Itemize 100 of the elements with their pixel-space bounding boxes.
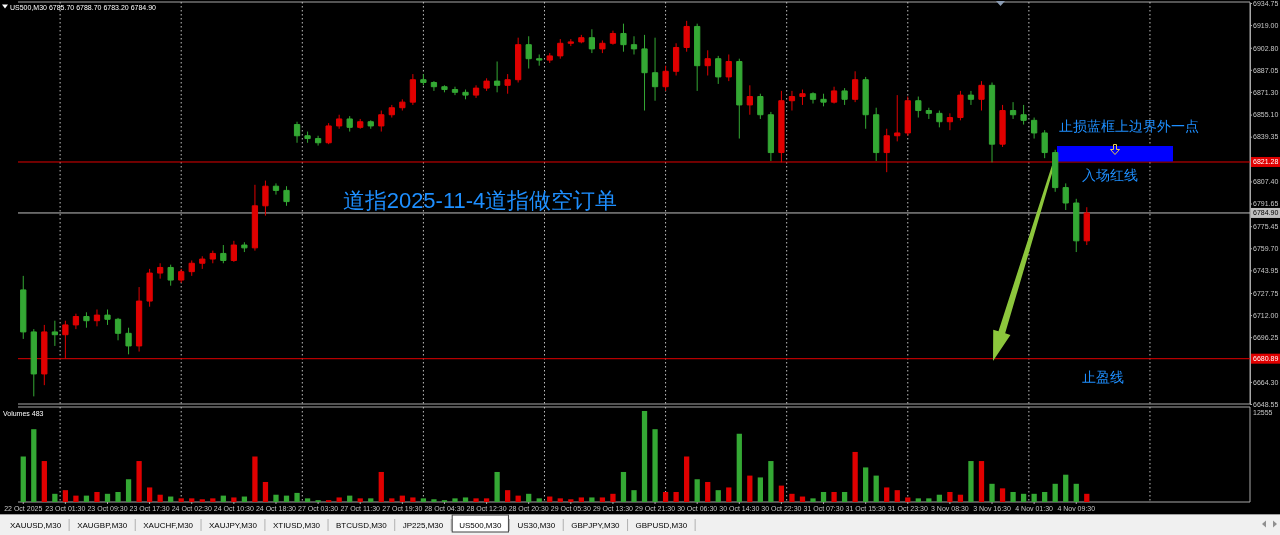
- bar: [652, 429, 658, 502]
- bar: [41, 461, 47, 502]
- candlestick: [651, 37, 659, 102]
- bar: [589, 497, 595, 502]
- candlestick: [230, 240, 237, 263]
- candlestick: [567, 38, 574, 47]
- bar: [947, 491, 953, 502]
- candlestick: [157, 262, 164, 280]
- bar: [1020, 493, 1027, 502]
- bar: [978, 461, 985, 502]
- bar: [705, 481, 711, 502]
- candlestick: [999, 104, 1006, 148]
- candlestick: [725, 53, 732, 82]
- candlestick: [525, 35, 532, 69]
- bar: [389, 498, 395, 502]
- candlestick: [178, 268, 185, 284]
- bar: [905, 497, 911, 502]
- bar: [210, 498, 216, 502]
- candlestick: [1052, 149, 1059, 193]
- candlestick: [694, 23, 701, 92]
- candlestick: [757, 93, 764, 120]
- bar: [715, 490, 721, 502]
- candlestick: [146, 268, 153, 308]
- candlestick: [451, 86, 459, 96]
- bar: [726, 487, 732, 502]
- candlestick: [114, 317, 122, 341]
- candlestick: [557, 38, 564, 60]
- candlestick: [357, 118, 364, 130]
- bar: [231, 497, 237, 502]
- candlestick: [262, 180, 269, 217]
- candlestick: [104, 308, 111, 326]
- text: US30,M30: [517, 521, 556, 530]
- candlestick: [925, 107, 932, 120]
- candlestick: [546, 52, 553, 64]
- candlestick: [430, 80, 438, 92]
- candlestick: [1062, 182, 1069, 211]
- bar: [831, 491, 837, 502]
- candlestick: [325, 122, 332, 145]
- candlestick: [788, 90, 796, 112]
- candlestick: [578, 34, 585, 44]
- candlestick: [936, 110, 943, 128]
- candlestick: [167, 264, 174, 287]
- annotation: 止损蓝框上边界外一点: [1059, 119, 1199, 134]
- candlestick: [1009, 101, 1017, 120]
- candlestick: [304, 131, 311, 144]
- bar: [863, 467, 869, 502]
- bar: [462, 497, 469, 502]
- candlestick: [241, 241, 248, 253]
- candlestick: [135, 286, 143, 353]
- bar: [536, 498, 542, 502]
- bar: [736, 433, 742, 502]
- bar: [1084, 493, 1090, 502]
- bar: [673, 491, 679, 502]
- bar: [841, 491, 848, 502]
- candlestick: [967, 90, 975, 106]
- candlestick: [630, 35, 638, 55]
- bar: [31, 429, 37, 502]
- bar: [852, 451, 858, 502]
- bar: [936, 494, 942, 502]
- candlestick: [1073, 198, 1080, 253]
- bar: [1052, 483, 1058, 502]
- candlestick: [83, 311, 90, 329]
- annotation: 止盈线: [1082, 369, 1124, 385]
- candlestick: [399, 98, 406, 112]
- candlestick: [1031, 117, 1038, 140]
- candlestick: [841, 87, 848, 106]
- text: XAUJPY,M30: [209, 521, 258, 530]
- bar: [578, 497, 584, 502]
- candlestick: [515, 37, 522, 84]
- bar: [1042, 491, 1048, 502]
- bar: [73, 495, 79, 502]
- bar: [810, 498, 816, 502]
- candlestick: [51, 320, 58, 347]
- candlestick: [272, 182, 280, 196]
- bar: [926, 498, 932, 502]
- candlestick: [957, 90, 964, 121]
- candlestick: [820, 93, 827, 107]
- candlestick: [946, 112, 954, 131]
- text: JP225,M30: [402, 521, 444, 530]
- bar: [104, 493, 111, 502]
- candlestick: [20, 275, 27, 340]
- bar: [178, 498, 184, 502]
- candlestick: [441, 84, 448, 93]
- text: US500,M30: [459, 521, 502, 530]
- bar: [52, 493, 58, 502]
- text: XAUCHF,M30: [143, 521, 194, 530]
- candlestick: [493, 61, 501, 93]
- bar: [94, 491, 100, 502]
- bar: [631, 490, 637, 502]
- candlestick: [852, 70, 859, 103]
- candlestick: [93, 308, 101, 327]
- bar: [894, 490, 900, 502]
- candlestick: [599, 39, 606, 54]
- bar: [294, 492, 300, 502]
- candlestick: [715, 55, 722, 85]
- bar: [420, 498, 427, 502]
- candlestick: [283, 185, 290, 207]
- bar: [694, 479, 700, 502]
- candlestick: [220, 244, 227, 264]
- candlestick: [1020, 104, 1027, 126]
